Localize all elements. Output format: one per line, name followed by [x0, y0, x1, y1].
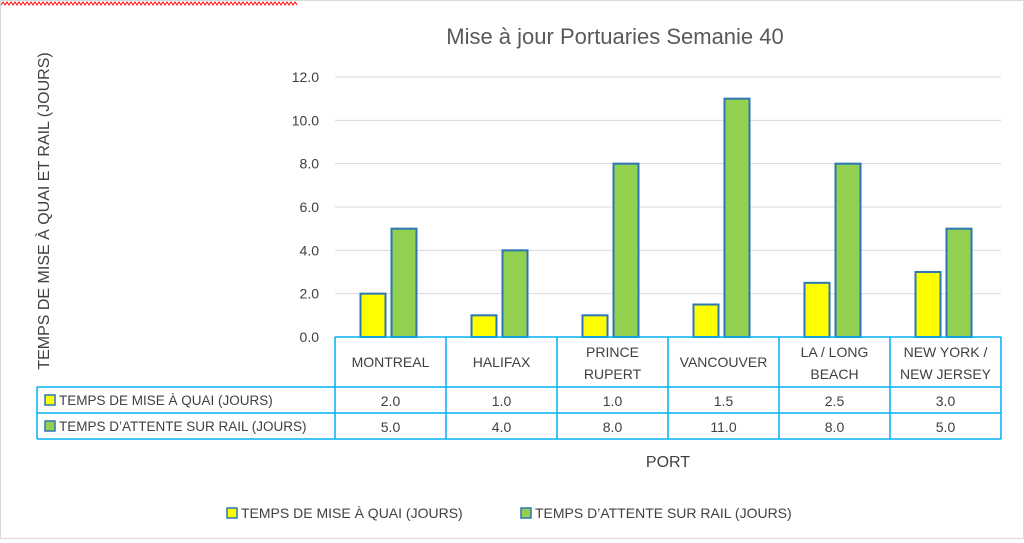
legend-key — [226, 507, 238, 519]
table-value: 5.0 — [936, 419, 956, 435]
bar-quai — [581, 314, 609, 339]
category-label: NEW JERSEY — [900, 366, 992, 382]
bar-quai — [803, 281, 831, 339]
y-tick-label: 8.0 — [300, 156, 320, 172]
table-value: 8.0 — [603, 419, 623, 435]
table-value: 1.0 — [603, 393, 623, 409]
bar-quai — [470, 314, 498, 339]
bar-rail — [834, 162, 862, 338]
squiggle-line — [1, 1, 298, 6]
category-label: LA / LONG — [801, 344, 869, 360]
y-tick-label: 2.0 — [300, 286, 320, 302]
y-tick-label: 10.0 — [292, 112, 319, 128]
table-value: 2.0 — [381, 393, 401, 409]
table-legend-key — [44, 420, 56, 432]
table-value: 2.5 — [825, 393, 845, 409]
bar-rail — [723, 97, 751, 338]
legend-label: TEMPS DE MISE À QUAI (JOURS) — [241, 505, 463, 521]
table-value: 11.0 — [710, 419, 736, 435]
table-series-name: TEMPS DE MISE À QUAI (JOURS) — [59, 393, 273, 408]
bar-rail — [612, 162, 640, 338]
bar-quai — [359, 292, 387, 338]
category-label: VANCOUVER — [680, 354, 768, 370]
table-value: 3.0 — [936, 393, 956, 409]
bar-quai — [692, 303, 720, 338]
category-label: HALIFAX — [473, 354, 531, 370]
category-label: BEACH — [810, 366, 858, 382]
legend-label: TEMPS D’ATTENTE SUR RAIL (JOURS) — [535, 505, 792, 521]
table-value: 5.0 — [381, 419, 401, 435]
category-label: PRINCE — [586, 344, 639, 360]
y-tick-label: 6.0 — [300, 199, 320, 215]
spellcheck-squiggle — [1, 1, 298, 6]
table-value: 4.0 — [492, 419, 512, 435]
bar-rail — [501, 249, 529, 338]
x-axis-label: PORT — [646, 454, 690, 471]
y-tick-label: 4.0 — [300, 242, 320, 258]
table-value: 8.0 — [825, 419, 845, 435]
bar-rail — [945, 227, 973, 339]
table-value: 1.5 — [714, 393, 734, 409]
table-series-name: TEMPS D’ATTENTE SUR RAIL (JOURS) — [59, 419, 307, 434]
chart-title: Mise à jour Portuaries Semanie 40 — [446, 24, 784, 49]
y-axis-label: TEMPS DE MISE À QUAI ET RAIL (JOURS) — [34, 52, 53, 369]
bar-rail — [390, 227, 418, 339]
legend-key — [520, 507, 532, 519]
table-value: 1.0 — [492, 393, 512, 409]
y-tick-label: 12.0 — [292, 69, 319, 85]
category-label: NEW YORK / — [904, 344, 988, 360]
bar-quai — [914, 271, 942, 338]
category-label: MONTREAL — [352, 354, 430, 370]
y-tick-label: 0.0 — [300, 329, 320, 345]
table-legend-key — [44, 394, 56, 406]
category-label: RUPERT — [584, 366, 642, 382]
